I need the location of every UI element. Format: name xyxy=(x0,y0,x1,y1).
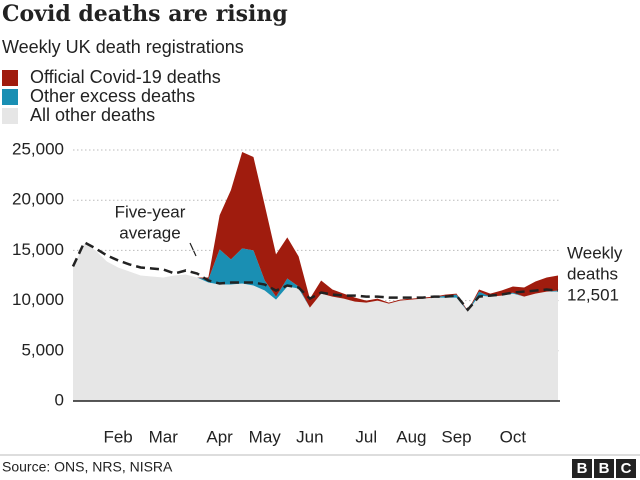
legend-label: Other excess deaths xyxy=(30,86,195,106)
annotation: deaths xyxy=(567,264,618,283)
x-tick-label: May xyxy=(249,427,282,446)
annotation: Weekly xyxy=(567,243,623,262)
line-label: Five-year xyxy=(115,202,186,221)
legend-swatch xyxy=(2,70,18,86)
chart-subtitle: Weekly UK death registrations xyxy=(2,37,244,57)
y-tick-label: 0 xyxy=(55,390,64,409)
annotation-pointer xyxy=(189,242,197,257)
brand-box xyxy=(594,459,614,478)
brand-box xyxy=(572,459,592,478)
chart-title: Covid deaths are rising xyxy=(2,1,288,27)
x-tick-label: Sep xyxy=(441,427,471,446)
area xyxy=(73,243,558,401)
legend-swatch xyxy=(2,89,18,105)
y-tick-label: 10,000 xyxy=(12,290,64,309)
brand-box xyxy=(616,459,636,478)
x-tick-label: Jul xyxy=(355,427,377,446)
y-tick-label: 20,000 xyxy=(12,190,64,209)
x-tick-label: Feb xyxy=(103,427,132,446)
annotation: 12,501 xyxy=(567,285,619,304)
brand-letter: C xyxy=(621,460,632,477)
legend-swatch xyxy=(2,108,18,124)
line-label: average xyxy=(119,223,180,242)
brand-letter: B xyxy=(577,460,588,477)
y-tick-label: 25,000 xyxy=(12,139,64,158)
average-line xyxy=(71,240,559,312)
legend-label: All other deaths xyxy=(30,105,155,125)
x-tick-label: Jun xyxy=(296,427,323,446)
x-tick-label: Apr xyxy=(206,427,233,446)
legend-label: Official Covid-19 deaths xyxy=(30,67,221,87)
x-tick-label: Oct xyxy=(500,427,527,446)
y-tick-label: 5,000 xyxy=(21,340,64,359)
x-tick-label: Mar xyxy=(149,427,179,446)
y-tick-label: 15,000 xyxy=(12,240,64,259)
brand-letter: B xyxy=(599,460,610,477)
source: Source: ONS, NRS, NISRA xyxy=(2,459,173,475)
x-tick-label: Aug xyxy=(396,427,426,446)
